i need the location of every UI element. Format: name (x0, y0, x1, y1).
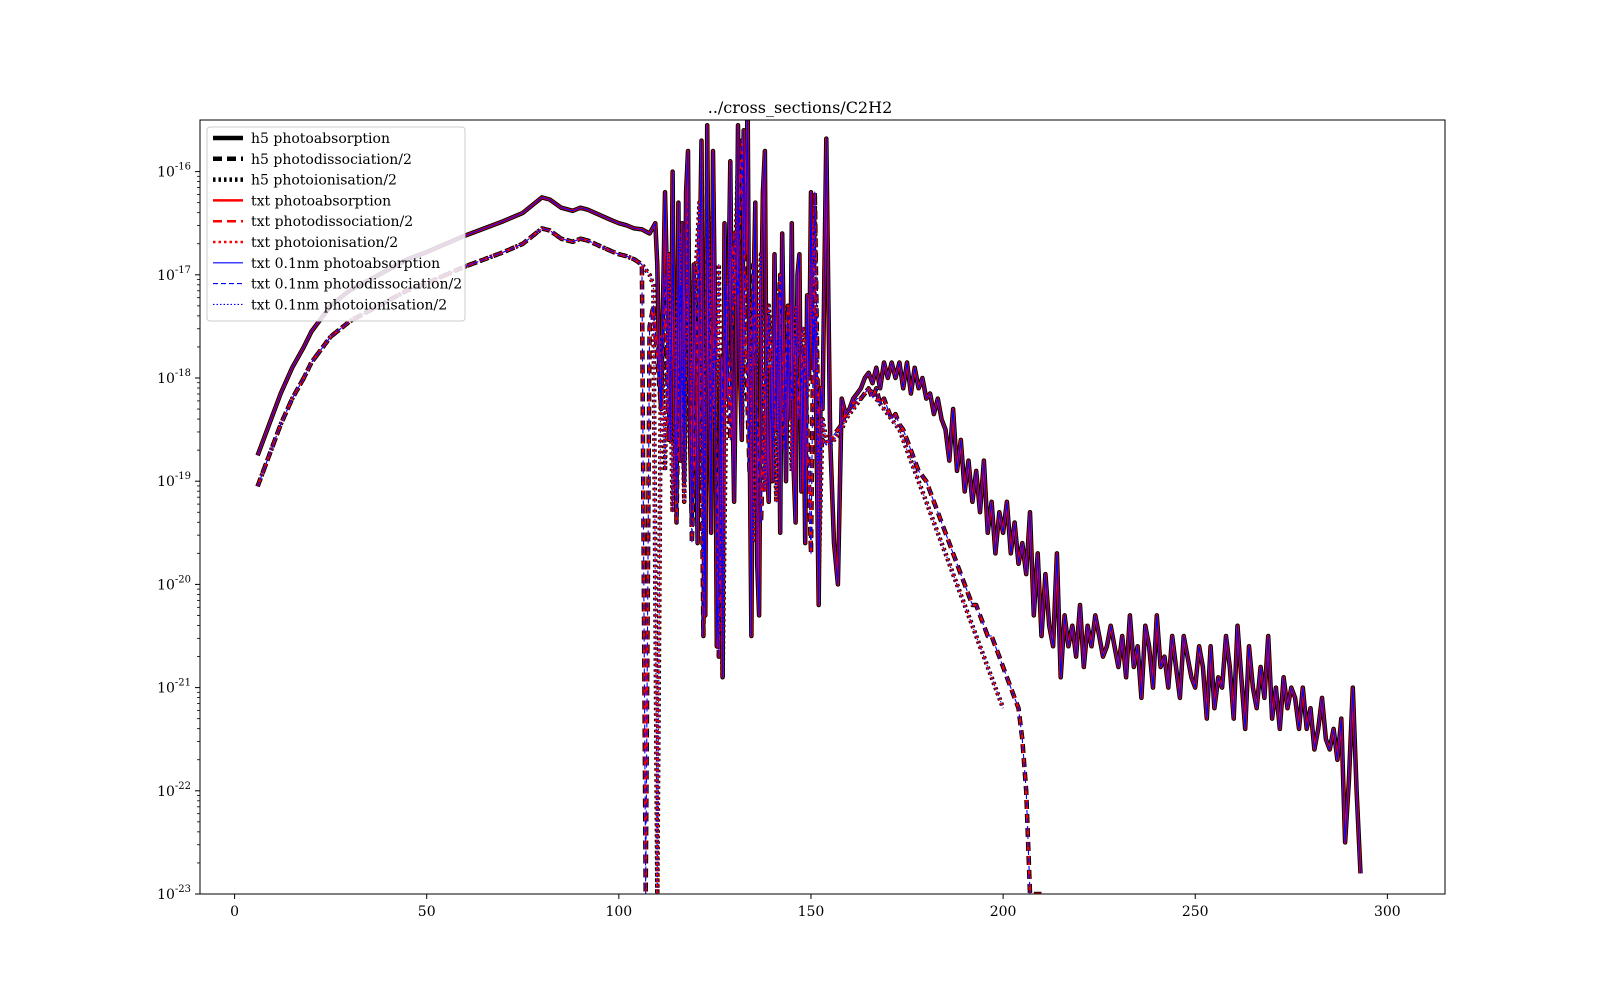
legend-label: txt photoionisation/2 (251, 235, 398, 251)
legend: h5 photoabsorption h5 photodissociation/2… (206, 126, 466, 322)
x-tick-label: 200 (990, 904, 1017, 920)
series-line (257, 140, 1042, 894)
y-tick-base: 10 (157, 681, 175, 697)
y-tick-label: 10-16 (157, 162, 191, 181)
y-tick-label: 10-21 (157, 678, 191, 697)
y-tick-exponent: -22 (175, 781, 191, 792)
series-layer (255, 120, 1363, 894)
legend-label: txt 0.1nm photoionisation/2 (251, 297, 447, 313)
y-tick-label: 10-19 (157, 471, 191, 490)
legend-label: txt photoabsorption (251, 193, 391, 209)
y-tick-exponent: -18 (175, 368, 191, 379)
y-tick-base: 10 (157, 784, 175, 800)
y-tick-label: 10-20 (157, 574, 191, 593)
legend-label: txt photodissociation/2 (251, 214, 413, 230)
legend-label: txt 0.1nm photoabsorption (251, 256, 440, 272)
x-tick-label: 100 (605, 904, 632, 920)
legend-label: txt 0.1nm photodissociation/2 (251, 277, 462, 293)
x-tick-label: 300 (1374, 904, 1401, 920)
y-tick-base: 10 (157, 371, 175, 387)
y-tick-base: 10 (157, 887, 175, 903)
legend-label: h5 photoionisation/2 (251, 173, 397, 189)
legend-box (206, 126, 466, 322)
y-tick-exponent: -20 (175, 574, 191, 585)
y-tick-exponent: -19 (175, 471, 191, 482)
x-tick-label: 0 (230, 904, 239, 920)
y-tick-base: 10 (157, 474, 175, 490)
y-tick-exponent: -23 (175, 884, 191, 895)
y-tick-exponent: -16 (175, 162, 191, 173)
series-line (257, 160, 1004, 894)
legend-label: h5 photodissociation/2 (251, 152, 412, 168)
x-tick-label: 150 (798, 904, 825, 920)
y-tick-label: 10-23 (157, 884, 191, 903)
y-tick-exponent: -17 (175, 265, 191, 276)
y-tick-base: 10 (157, 165, 175, 181)
plot-frame (199, 119, 1446, 895)
x-tick-label: 50 (418, 904, 436, 920)
y-tick-label: 10-18 (157, 368, 191, 387)
chart-title: ../cross_sections/C2H2 (708, 98, 893, 117)
y-tick-base: 10 (157, 268, 175, 284)
legend-label: h5 photoabsorption (251, 131, 390, 147)
y-tick-base: 10 (157, 577, 175, 593)
x-tick-label: 250 (1182, 904, 1209, 920)
y-tick-exponent: -21 (175, 678, 191, 689)
series-line (257, 120, 1362, 874)
x-axis: 0 50 100 150 200 250 300 (230, 894, 1401, 920)
y-tick-label: 10-17 (157, 265, 191, 284)
y-tick-label: 10-22 (157, 781, 191, 800)
